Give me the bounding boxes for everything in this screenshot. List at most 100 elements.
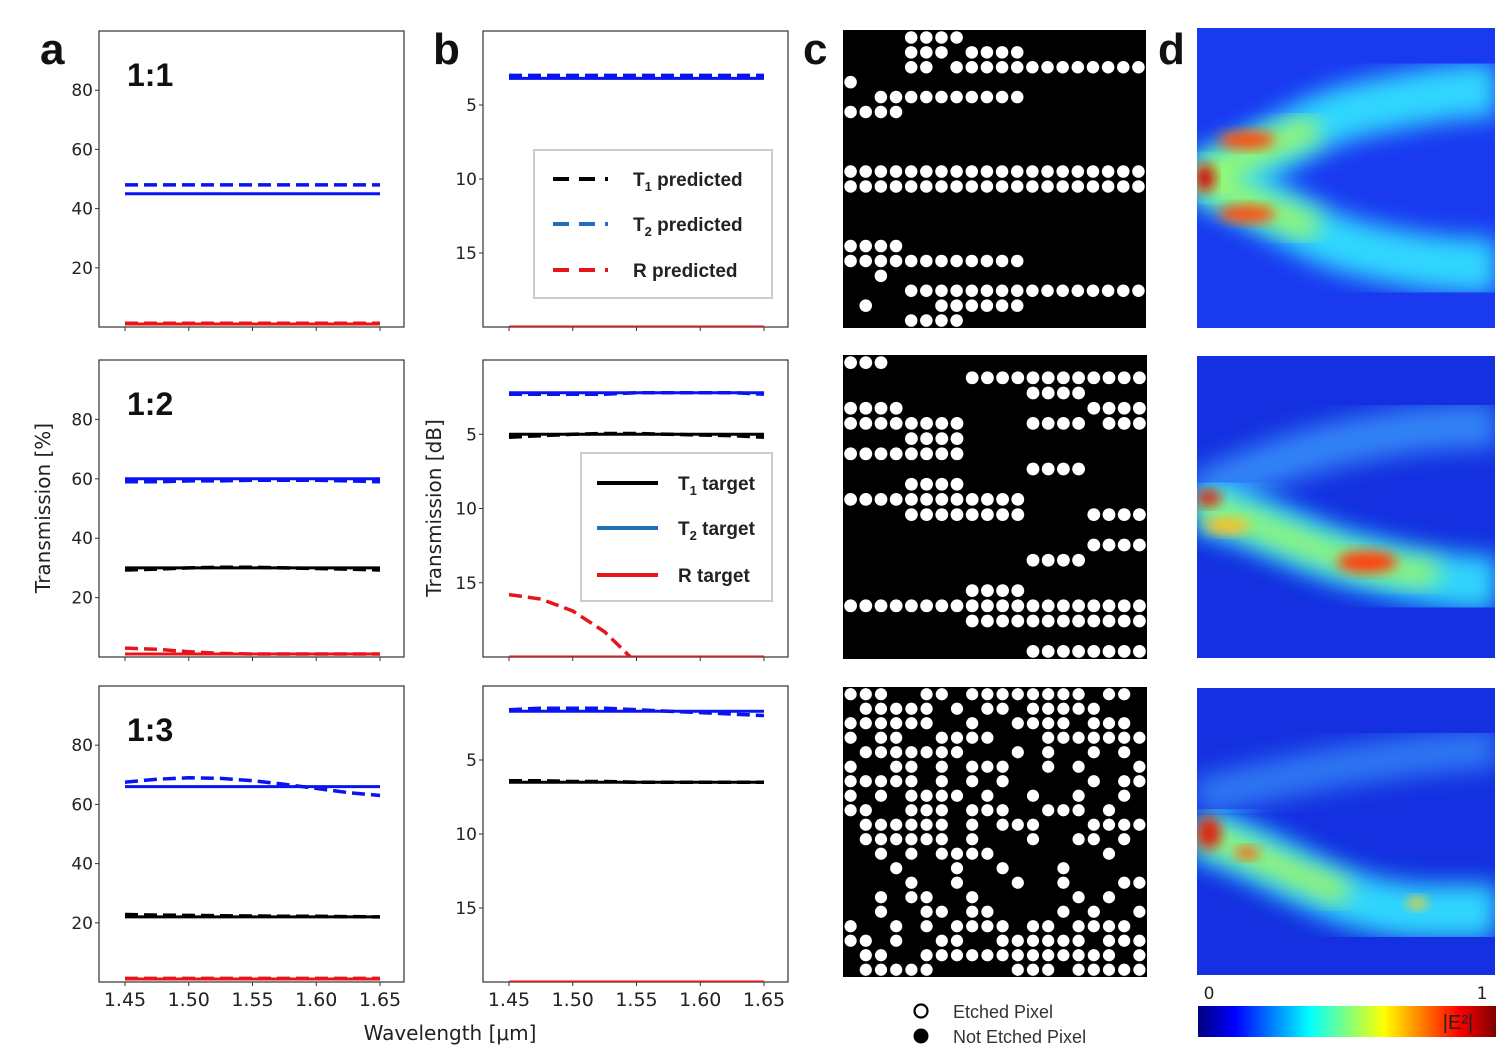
etched-pixel (874, 105, 888, 119)
etched-pixel (1026, 417, 1040, 430)
etched-pixel (844, 804, 857, 817)
y-tick-label: 20 (71, 589, 93, 609)
etched-pixel (1133, 614, 1146, 628)
chart-panel-a-1-2: 20 40 60 80 1:2 (71, 359, 405, 661)
etched-pixel (859, 702, 872, 715)
etched-pixel (844, 493, 857, 506)
etched-pixel (1011, 599, 1025, 613)
etched-pixel (935, 254, 948, 268)
etched-pixel (905, 818, 918, 831)
etched-pixel (996, 804, 1009, 817)
etched-pixel (966, 717, 979, 730)
etched-pixel (1011, 934, 1024, 947)
etched-pixel (935, 493, 949, 506)
etched-pixel (1057, 804, 1070, 817)
etched-pixel (965, 60, 979, 74)
etched-pixel (874, 356, 888, 369)
etched-pixel (1133, 417, 1146, 430)
etched-pixel (859, 165, 872, 178)
etched-pixel (935, 165, 948, 178)
etched-pixel (1086, 165, 1100, 178)
etched-pixel (844, 789, 857, 802)
etched-pixel (1102, 645, 1116, 658)
etched-pixel (1117, 165, 1130, 178)
etched-pixel (920, 599, 933, 613)
etched-pixel (935, 447, 949, 461)
etched-pixel (844, 165, 857, 178)
etched-pixel (995, 46, 1009, 59)
etched-pixel (1132, 284, 1145, 298)
etched-pixel (1102, 847, 1116, 860)
etched-pixel (1133, 508, 1146, 521)
etched-pixel (1087, 717, 1100, 730)
etched-pixel (920, 46, 933, 59)
pixel-map-background (843, 30, 1146, 328)
colorbar: 0 1 |E²| (1198, 984, 1496, 1037)
etched-pixel (1133, 599, 1146, 613)
etched-pixel (890, 862, 903, 875)
y-tick-label: 15 (455, 244, 477, 264)
y-tick-label: 15 (455, 574, 477, 594)
etched-pixel (981, 508, 994, 521)
etched-pixel (859, 804, 872, 817)
x-axis-label: Wavelength [μm] (364, 1021, 537, 1045)
etched-pixel (844, 447, 857, 461)
etched-pixel (950, 493, 964, 506)
etched-pixel (1042, 731, 1055, 744)
legend-symbol: R (633, 261, 647, 282)
etched-pixel (844, 717, 857, 730)
etched-pixel (1010, 46, 1024, 59)
etched-pixel (1118, 963, 1131, 976)
etched-pixel (935, 760, 948, 773)
etched-pixel (935, 847, 948, 860)
series-t1-predicted (508, 431, 765, 439)
axes-frame (98, 359, 405, 658)
etched-pixel (889, 180, 903, 193)
etched-pixel (874, 833, 888, 846)
series-r-predicted (508, 592, 633, 657)
etched-pixel (950, 876, 964, 889)
etched-pixel (905, 804, 918, 817)
etched-pixel (1117, 180, 1130, 193)
etched-pixel (1086, 180, 1100, 193)
etched-pixel (935, 417, 949, 430)
ratio-label: 1:2 (127, 386, 173, 422)
etched-pixel (874, 599, 888, 613)
etched-pixel (1026, 599, 1040, 613)
etched-pixel (889, 493, 903, 506)
etched-pixel (1087, 963, 1100, 976)
etched-pixel (920, 493, 933, 506)
x-tick-label: 1.55 (615, 989, 657, 1011)
etched-pixel (904, 284, 918, 298)
etched-pixel (859, 949, 872, 962)
legend-text: predicted (652, 215, 743, 236)
etched-pixel (874, 401, 888, 415)
etched-pixel (905, 876, 918, 889)
etched-pixel (1026, 833, 1040, 846)
etched-pixel (996, 614, 1009, 628)
etched-pixel (1101, 180, 1115, 193)
etched-pixel (1010, 90, 1024, 104)
etched-pixel (1026, 165, 1039, 178)
etched-pixel (966, 905, 979, 918)
etched-pixel (1072, 417, 1085, 430)
etched-pixel (1010, 60, 1024, 74)
etched-pixel (920, 165, 933, 178)
etched-pixel (995, 299, 1009, 312)
etched-pixel (889, 417, 903, 430)
etched-pixel (1042, 804, 1055, 817)
etched-pixel (905, 963, 918, 976)
etched-pixel (935, 833, 948, 846)
etched-pixel (935, 789, 948, 802)
etched-pixel (859, 963, 872, 976)
etched-pixel (1010, 299, 1024, 312)
etched-pixel (1117, 284, 1130, 298)
etched-pixel (966, 847, 979, 860)
etched-pixel (996, 493, 1009, 506)
etched-pixel (844, 731, 857, 744)
x-tick-label: 1.60 (295, 989, 337, 1011)
etched-pixel (996, 702, 1009, 715)
etched-pixel (935, 775, 948, 788)
etched-pixel (920, 314, 933, 327)
not-etched-pixel-label: Not Etched Pixel (953, 1027, 1086, 1047)
